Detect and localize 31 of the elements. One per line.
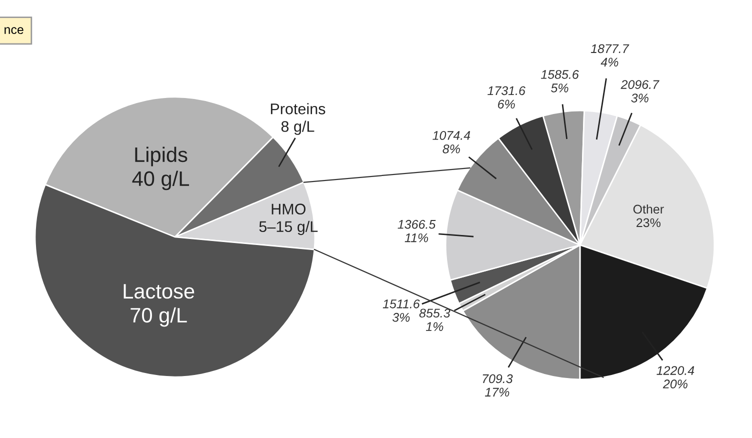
slice-label: Proteins xyxy=(270,103,326,114)
data-label: 3% xyxy=(392,312,410,322)
slice-label: 1877.7 xyxy=(590,44,630,54)
data-label: 6% xyxy=(498,100,515,109)
slice-label: Other xyxy=(633,204,664,214)
data-label: 70 g/L xyxy=(130,307,187,327)
slice-label: 1220.4 xyxy=(656,366,694,375)
slice-label: 1731.6 xyxy=(488,86,526,96)
slice-label: 1585.6 xyxy=(540,70,579,79)
slice-label: 2096.7 xyxy=(620,80,660,89)
data-label: 8 g/L xyxy=(281,120,314,135)
data-label: 11% xyxy=(404,233,428,242)
slice-label: Lactose xyxy=(124,284,194,299)
slice-label: 855.3 xyxy=(419,308,450,318)
data-label: 8% xyxy=(442,144,460,154)
slice-label: HMO xyxy=(272,204,306,214)
data-label: 5% xyxy=(551,84,568,92)
data-label: 4% xyxy=(600,58,618,67)
data-label: 1% xyxy=(426,322,444,331)
data-label: 5–15 g/L xyxy=(259,220,318,236)
data-label: 40 g/L xyxy=(132,170,190,190)
slice-label: 1074.4 xyxy=(432,131,470,140)
data-label: 3% xyxy=(631,94,648,102)
slice-label: 709.3 xyxy=(482,374,513,384)
data-label: 17% xyxy=(485,388,510,397)
text: nce xyxy=(4,27,24,34)
data-label: 20% xyxy=(662,380,688,388)
data-label: 23% xyxy=(636,218,660,228)
slice-label: Lipids xyxy=(135,146,188,166)
slice-label: 1511.6 xyxy=(382,299,420,308)
slice-label: 1366.5 xyxy=(398,220,436,229)
